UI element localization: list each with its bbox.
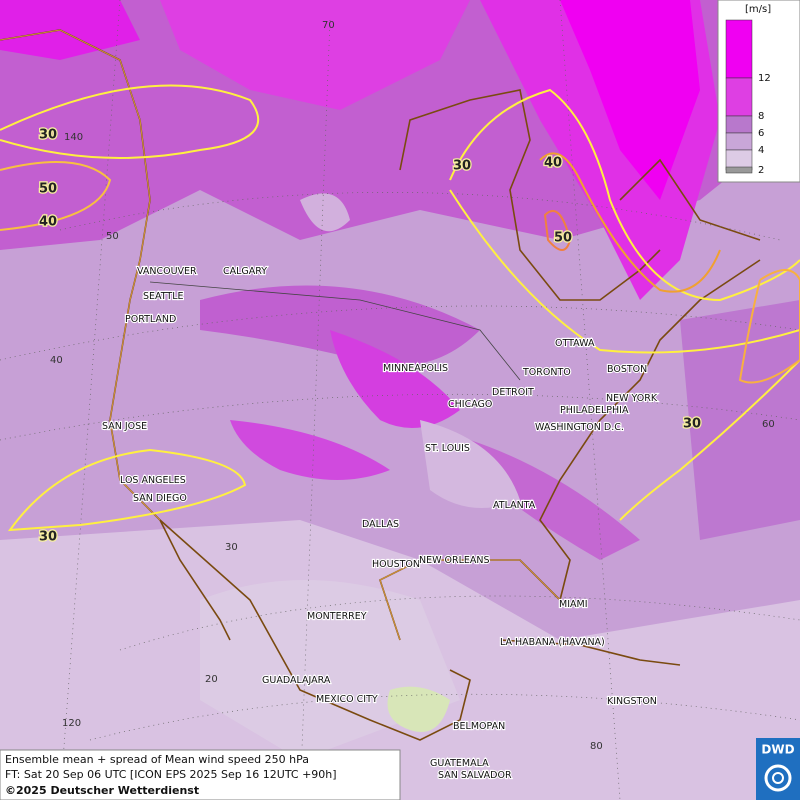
grid-label: 80 [590,741,603,752]
city-label: HOUSTON [372,559,420,570]
city-label: KINGSTON [607,696,657,707]
city-label: SAN SALVADOR [438,770,512,781]
city-label: NEW YORK [606,393,658,404]
grid-label: 60 [762,419,775,430]
logo-text: DWD [761,743,794,757]
city-label: BELMOPAN [453,721,505,732]
footer-title: Ensemble mean + spread of Mean wind spee… [5,753,309,766]
contour-label: 30 [683,417,701,432]
city-label: LA HABANA (HAVANA) [500,637,605,648]
city-label: SAN JOSE [102,421,147,432]
contour-label: 50 [39,182,57,197]
city-label: OTTAWA [555,338,595,349]
city-label: PHILADELPHIA [560,405,629,416]
city-label: ATLANTA [493,500,536,511]
legend-level: 8 [758,111,764,122]
grid-label: 30 [225,542,238,553]
legend-level: 12 [758,73,771,84]
city-label: DALLAS [362,519,399,530]
grid-label: 140 [64,132,83,143]
contours [0,84,800,532]
city-label: SEATTLE [143,291,184,302]
city-label: SAN DIEGO [133,493,187,504]
city-label: NEW ORLEANS [419,555,490,566]
city-label: MEXICO CITY [316,694,378,705]
grid-label: 20 [205,674,218,685]
contour-labels: 30 50 40 30 40 50 30 30 [38,126,703,546]
grid-label: 40 [50,355,63,366]
city-label: MINNEAPOLIS [383,363,448,374]
city-label: CHICAGO [448,399,492,410]
footer: Ensemble mean + spread of Mean wind spee… [0,749,401,800]
city-label: DETROIT [492,387,534,398]
city-labels: VANCOUVER CALGARY SEATTLE PORTLAND SAN J… [101,265,659,782]
footer-forecast: FT: Sat 20 Sep 06 UTC [ICON EPS 2025 Sep… [5,768,337,781]
city-label: CALGARY [223,266,267,277]
city-label: PORTLAND [125,314,176,325]
legend-level: 2 [758,165,764,176]
contour-label: 50 [554,231,572,246]
legend-level: 4 [758,145,764,156]
contour-label: 30 [39,128,57,143]
grid-label: 70 [322,20,335,31]
city-label: GUADALAJARA [262,675,331,686]
grid-label: 120 [62,718,81,729]
legend-level: 6 [758,128,764,139]
city-label: BOSTON [607,364,647,375]
contour-label: 40 [544,156,562,171]
legend-unit: [m/s] [745,4,771,15]
grid-labels: 70 140 50 40 30 20 120 60 80 [50,20,775,752]
footer-copyright: ©2025 Deutscher Wetterdienst [5,784,199,797]
city-label: TORONTO [522,367,571,378]
contour-label: 30 [39,530,57,545]
contour-label: 40 [39,215,57,230]
grid-label: 50 [106,231,119,242]
city-label: GUATEMALA [430,758,489,769]
city-label: MONTERREY [307,611,367,622]
contour-label: 30 [453,159,471,174]
city-label: WASHINGTON D.C. [535,422,624,433]
legend: [m/s] 12 8 6 4 2 [717,0,800,183]
city-label: ST. LOUIS [425,443,470,454]
city-label: LOS ANGELES [120,475,186,486]
logo: DWD [756,738,800,800]
city-label: MIAMI [559,599,588,610]
city-label: VANCOUVER [137,266,197,277]
coastlines [0,29,761,741]
